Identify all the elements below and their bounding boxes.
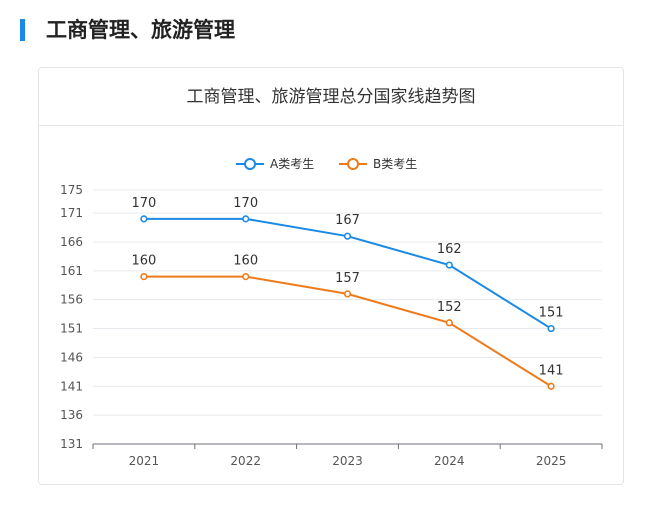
data-point [547, 382, 555, 390]
data-label: 141 [539, 363, 564, 378]
data-label: 151 [539, 306, 564, 321]
section-accent-bar [20, 19, 25, 41]
y-tick-label: 146 [60, 350, 83, 364]
legend-marker-a [244, 158, 256, 170]
data-label: 162 [437, 242, 462, 257]
data-point [343, 290, 352, 298]
y-tick-label: 151 [60, 322, 83, 336]
data-point [343, 232, 352, 240]
x-tick-label: 2024 [434, 454, 465, 468]
data-label: 170 [131, 196, 156, 211]
data-point [445, 319, 453, 327]
y-tick-label: 166 [60, 235, 83, 249]
data-point [445, 261, 453, 269]
y-tick-label: 156 [60, 293, 83, 307]
data-point [140, 215, 148, 223]
data-label: 167 [335, 213, 360, 228]
y-tick-label: 175 [60, 183, 83, 197]
data-point [547, 324, 555, 333]
data-point [140, 272, 148, 281]
legend-label-b: B类考生 [373, 157, 418, 171]
y-tick-label: 131 [60, 437, 83, 451]
line-chart: 131 136 141 146 151 156 161 166 171 175 2021 2022 20… [60, 183, 603, 468]
y-tick-label: 161 [60, 264, 83, 278]
legend-marker-b [347, 158, 359, 170]
data-label: 170 [233, 196, 258, 211]
y-tick-label: 171 [60, 206, 83, 220]
y-tick-label: 141 [60, 379, 83, 393]
data-point [242, 272, 250, 281]
x-tick-label: 2021 [129, 454, 160, 468]
data-label: 157 [335, 271, 360, 286]
chart-title: 工商管理、旅游管理总分国家线趋势图 [39, 68, 623, 126]
data-label: 160 [233, 254, 258, 269]
data-point [242, 215, 250, 223]
x-tick-label: 2025 [536, 454, 567, 468]
data-label: 152 [437, 300, 462, 315]
legend-label-a: A类考生 [270, 157, 315, 171]
x-tick-label: 2022 [230, 454, 261, 468]
y-tick-label: 136 [60, 408, 83, 422]
section-title: 工商管理、旅游管理 [46, 18, 235, 42]
chart-legend: A类考生 B类考生 [39, 154, 623, 174]
chart-card: 工商管理、旅游管理总分国家线趋势图 A类考生 B类考生 131 136 141 146… [38, 67, 624, 485]
data-label: 160 [131, 254, 156, 269]
x-tick-label: 2023 [332, 454, 363, 468]
